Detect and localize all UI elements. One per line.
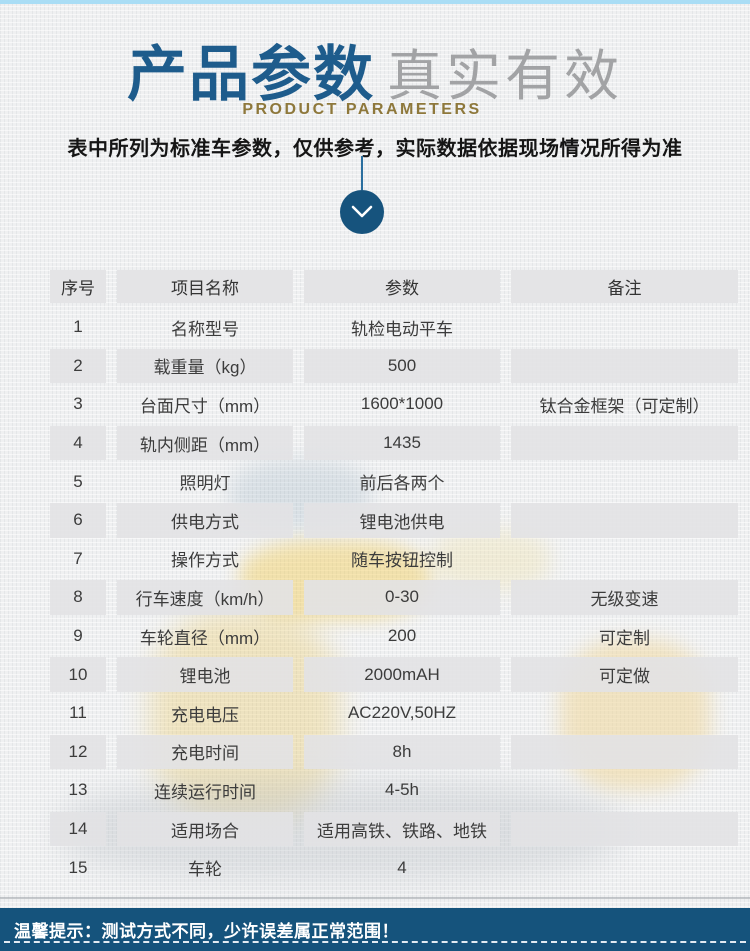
cell-remark: 可定制	[599, 628, 650, 648]
table-row: 3 台面尺寸（mm） 1600*1000 钛合金框架（可定制）	[50, 385, 738, 424]
table-row: 11 充电电压 AC220V,50HZ	[50, 694, 738, 733]
title-suffix: 真实有效	[386, 45, 623, 107]
cell-item-name: 供电方式	[117, 501, 293, 540]
connector-line	[361, 156, 363, 190]
cell-parameter: 8h	[304, 733, 500, 772]
note-text: 表中所列为标准车参数，仅供参考，实际数据依据现场情况所得为准	[67, 138, 683, 160]
cell-remark	[511, 771, 738, 810]
cell-index: 15	[68, 857, 88, 877]
col-header-remark: 备注	[511, 268, 738, 308]
cell-item-name: 行车速度（km/h）	[117, 578, 293, 617]
cell-index: 4	[50, 424, 106, 463]
cell-parameter: 500	[304, 347, 500, 386]
cell-index: 9	[73, 626, 83, 646]
cell-index: 8	[50, 578, 106, 617]
backdrop-blob	[150, 610, 340, 820]
top-accent-strip	[0, 0, 750, 4]
cell-index: 2	[50, 347, 106, 386]
cell-remark	[511, 810, 738, 849]
cell-parameter: 适用高铁、铁路、地铁	[304, 810, 500, 849]
cell-remark	[511, 462, 738, 501]
cell-parameter: 1435	[304, 424, 500, 463]
table-row: 6 供电方式 锂电池供电	[50, 501, 738, 540]
cell-item-name: 台面尺寸（mm）	[139, 396, 271, 416]
table-header-row: 序号 项目名称 参数 备注	[50, 268, 738, 308]
scroll-chevron-circle	[340, 190, 384, 234]
cell-item-name: 锂电池	[117, 655, 293, 694]
cell-remark	[511, 540, 738, 579]
cell-parameter: 随车按钮控制	[351, 551, 453, 571]
cell-parameter: 锂电池供电	[304, 501, 500, 540]
cell-remark: 钛合金框架（可定制）	[539, 396, 710, 416]
footer-bar: 温馨提示：测试方式不同，少许误差属正常范围！	[0, 908, 750, 951]
cell-parameter: 4	[397, 857, 407, 877]
spec-table: 序号 项目名称 参数 备注 1 名称型号 轨检电动平车 2 载重量（kg） 50…	[50, 268, 738, 887]
table-row: 1 名称型号 轨检电动平车	[50, 308, 738, 347]
cell-parameter: 1600*1000	[360, 394, 444, 414]
table-row: 13 连续运行时间 4-5h	[50, 771, 738, 810]
spec-table-body: 1 名称型号 轨检电动平车 2 载重量（kg） 500 3 台面尺寸（mm） 1…	[50, 308, 738, 887]
cell-item-name: 适用场合	[117, 810, 293, 849]
cell-remark	[511, 424, 738, 463]
cell-parameter: 前后各两个	[359, 474, 445, 494]
table-row: 5 照明灯 前后各两个	[50, 462, 738, 501]
table-row: 15 车轮 4	[50, 848, 738, 887]
page-title: 产品参数 真实有效	[0, 26, 750, 113]
cell-item-name: 轨内侧距（mm）	[117, 424, 293, 463]
table-row: 4 轨内侧距（mm） 1435	[50, 424, 738, 463]
cell-remark: 可定做	[511, 655, 738, 694]
cell-item-name: 车轮直径（mm）	[139, 628, 271, 648]
cell-index: 13	[68, 780, 88, 800]
cell-parameter: AC220V,50HZ	[347, 703, 457, 723]
cell-remark: 无级变速	[511, 578, 738, 617]
cell-index: 6	[50, 501, 106, 540]
english-subtitle: PRODUCT PARAMETERS	[242, 101, 482, 118]
cell-index: 11	[69, 703, 87, 723]
cell-remark	[511, 347, 738, 386]
cell-item-name: 照明灯	[179, 474, 231, 494]
cell-remark	[511, 733, 738, 772]
cell-remark	[511, 848, 738, 887]
cell-parameter: 2000mAH	[304, 655, 500, 694]
cell-index: 7	[73, 548, 83, 568]
cell-index: 10	[50, 655, 106, 694]
cell-item-name: 充电电压	[171, 705, 239, 725]
cell-index: 3	[73, 394, 83, 414]
cell-index: 14	[50, 810, 106, 849]
cell-item-name: 载重量（kg）	[117, 347, 293, 386]
table-row: 12 充电时间 8h	[50, 733, 738, 772]
table-row: 9 车轮直径（mm） 200 可定制	[50, 617, 738, 656]
table-row: 14 适用场合 适用高铁、铁路、地铁	[50, 810, 738, 849]
cell-item-name: 操作方式	[171, 551, 239, 571]
table-row: 7 操作方式 随车按钮控制	[50, 540, 738, 579]
col-header-item-name: 项目名称	[117, 268, 293, 308]
chevron-down-icon	[351, 205, 373, 218]
cell-remark	[511, 308, 738, 347]
cell-item-name: 车轮	[188, 860, 222, 880]
cell-parameter: 轨检电动平车	[351, 319, 453, 339]
section-divider	[0, 897, 750, 899]
table-row: 2 载重量（kg） 500	[50, 347, 738, 386]
cell-remark	[511, 501, 738, 540]
cell-item-name: 充电时间	[117, 733, 293, 772]
col-header-parameter: 参数	[304, 268, 500, 308]
footer-notice: 温馨提示：测试方式不同，少许误差属正常范围！	[14, 922, 399, 941]
backdrop-blob	[430, 530, 550, 590]
table-row: 8 行车速度（km/h） 0-30 无级变速	[50, 578, 738, 617]
title-cn: 产品参数	[126, 41, 375, 108]
cell-item-name: 连续运行时间	[154, 782, 256, 802]
cell-index: 1	[73, 317, 83, 337]
col-header-index: 序号	[50, 268, 106, 308]
footer-dashed-line	[4, 941, 746, 943]
cell-parameter: 4-5h	[384, 780, 420, 800]
cell-parameter: 200	[387, 626, 417, 646]
table-row: 10 锂电池 2000mAH 可定做	[50, 655, 738, 694]
cell-index: 5	[73, 471, 83, 491]
cell-item-name: 名称型号	[171, 319, 239, 339]
cell-parameter: 0-30	[304, 578, 500, 617]
cell-index: 12	[50, 733, 106, 772]
cell-remark	[511, 694, 738, 733]
